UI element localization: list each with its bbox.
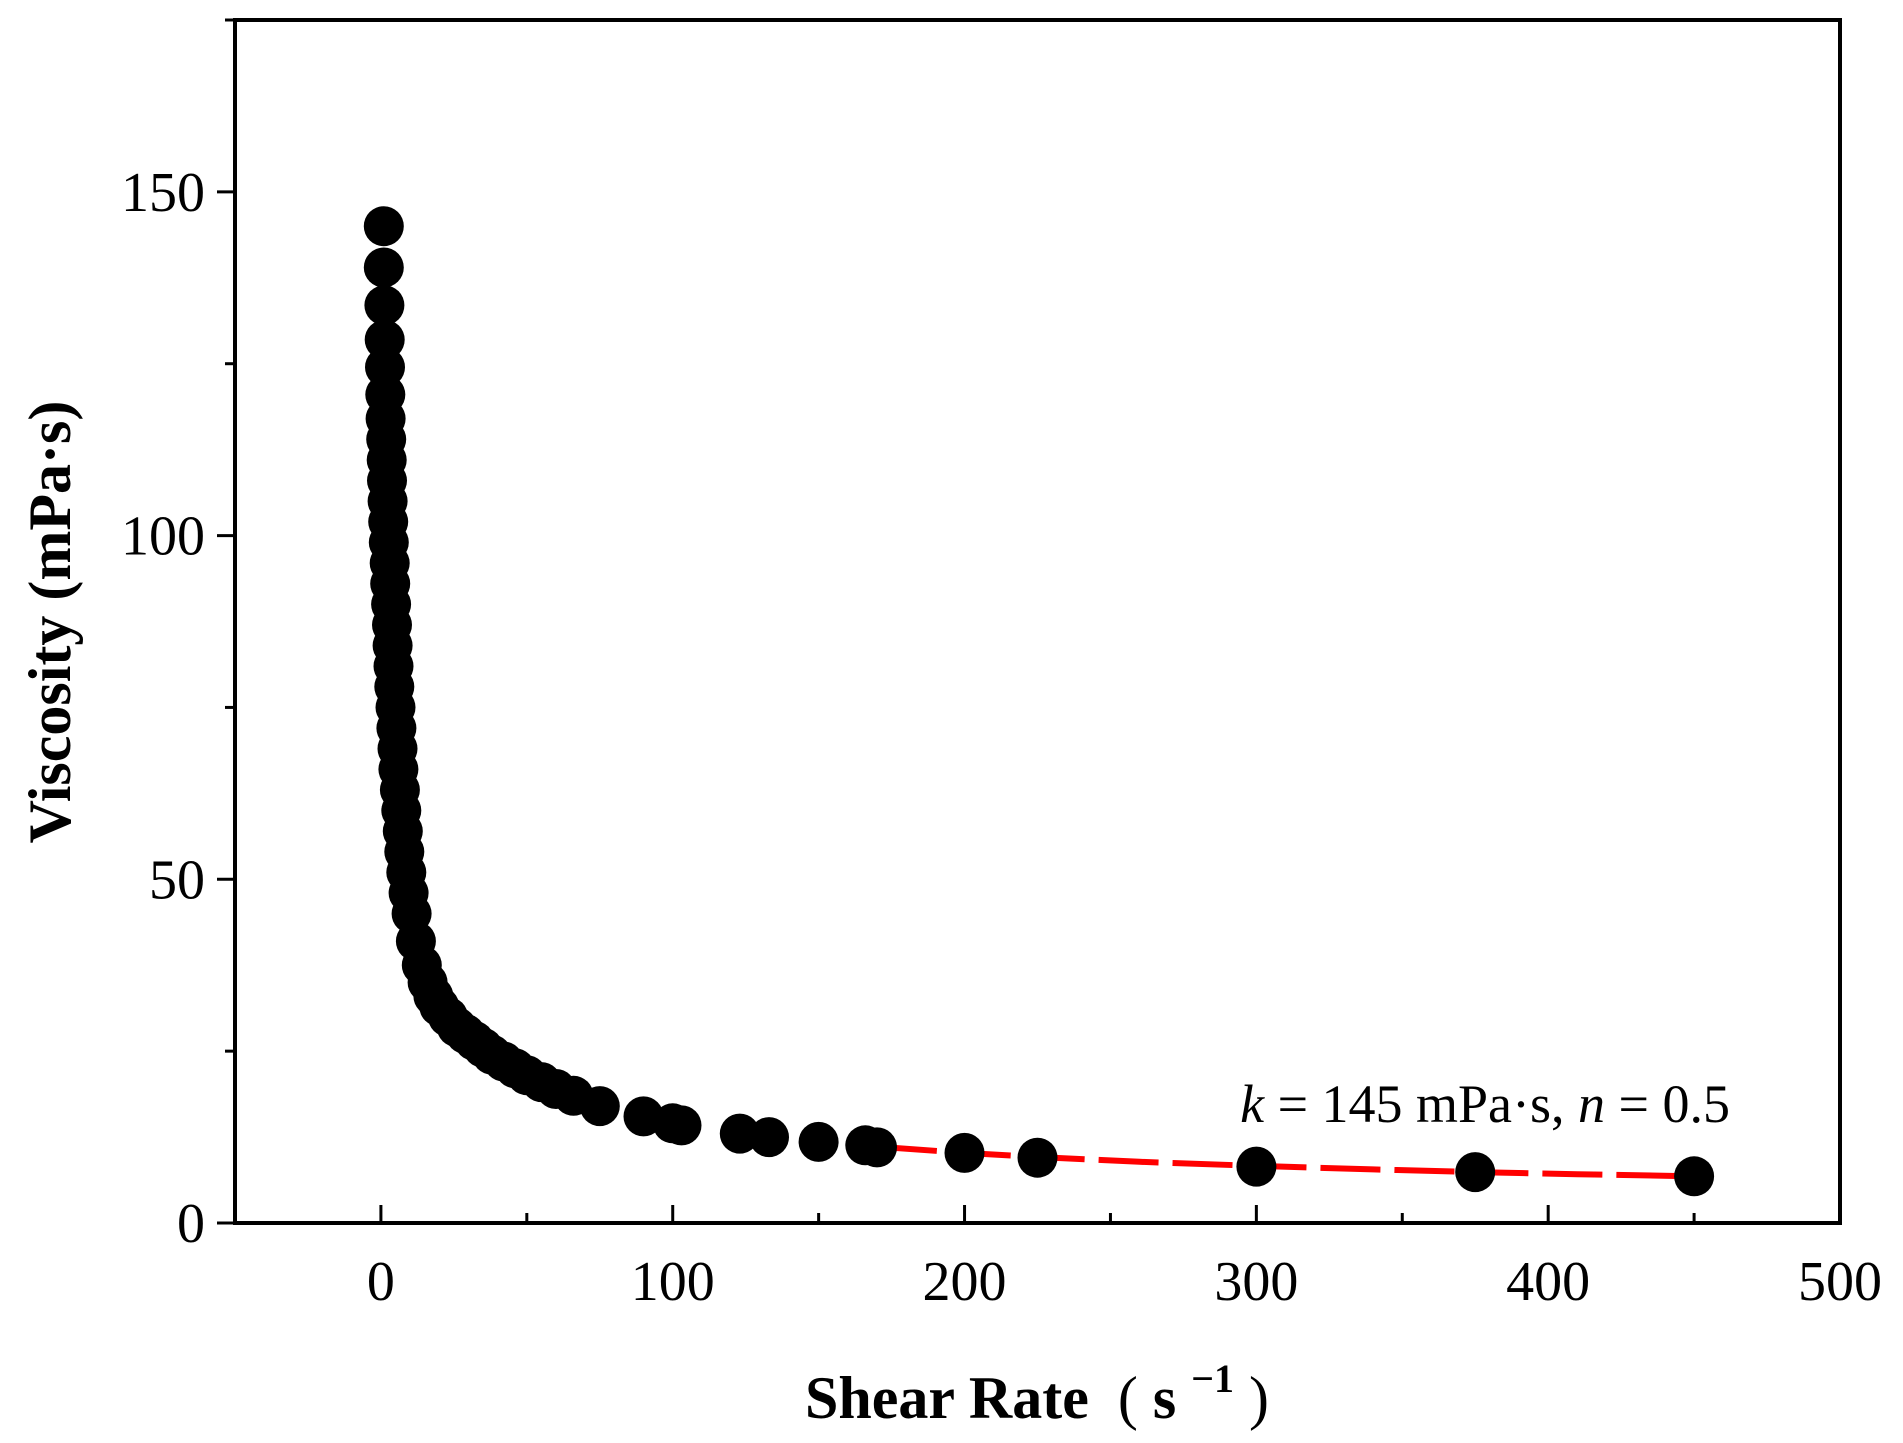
x-tick-label-300: 300 [1214,1251,1298,1313]
x-tick-label-200: 200 [923,1251,1007,1313]
data-point-57 [944,1132,985,1173]
x-axis-title: Shear Rate ( s −1 ) [805,1339,1269,1431]
x-axis-title-unit-exponent: −1 [1191,1356,1234,1401]
x-axis-title-main: Shear Rate [805,1365,1089,1431]
y-tick-label-100: 100 [121,506,205,568]
annotation-k-value: = 145 mPa·s, [1278,1074,1578,1134]
data-point-59 [1236,1146,1277,1187]
data-point-56 [857,1127,897,1168]
series-layer [363,206,1715,1197]
data-point-48 [579,1086,620,1127]
x-tick-label-0: 0 [367,1251,395,1313]
data-point-0 [363,206,404,247]
data-point-60 [1455,1152,1496,1193]
data-point-61 [1674,1156,1715,1197]
data-point-53 [749,1117,789,1158]
annotation-k-symbol: k [1240,1074,1265,1134]
data-point-51 [661,1105,702,1146]
x-axis-title-unit: s [1153,1365,1176,1431]
y-tick-label-150: 150 [121,162,205,224]
data-point-1 [363,247,404,288]
x-tick-label-100: 100 [631,1251,715,1313]
x-tick-label-400: 400 [1506,1251,1590,1313]
data-point-3 [364,319,405,360]
annotation-n-symbol: n [1578,1074,1605,1134]
plot-frame [233,18,1842,1225]
y-axis-title: Viscosity (mPa·s) [17,401,83,844]
x-axis-title-open-paren: ( [1118,1365,1138,1431]
fit-line-0 [876,1143,1695,1180]
data-point-52 [719,1113,760,1154]
data-point-58 [1017,1137,1058,1178]
annotation-n-value: = 0.5 [1619,1074,1730,1134]
x-axis-title-close-paren: ) [1249,1365,1269,1431]
ticks-layer: 0 100 200 300 400 500 0 50 100 150 [121,18,1882,1313]
fit-parameters-annotation: k = 145 mPa·s, n = 0.5 [1240,1074,1730,1134]
y-tick-label-50: 50 [149,849,205,911]
y-tick-label-0: 0 [177,1193,205,1255]
data-point-2 [364,285,405,326]
x-tick-label-500: 500 [1798,1251,1882,1313]
data-point-54 [798,1121,839,1162]
